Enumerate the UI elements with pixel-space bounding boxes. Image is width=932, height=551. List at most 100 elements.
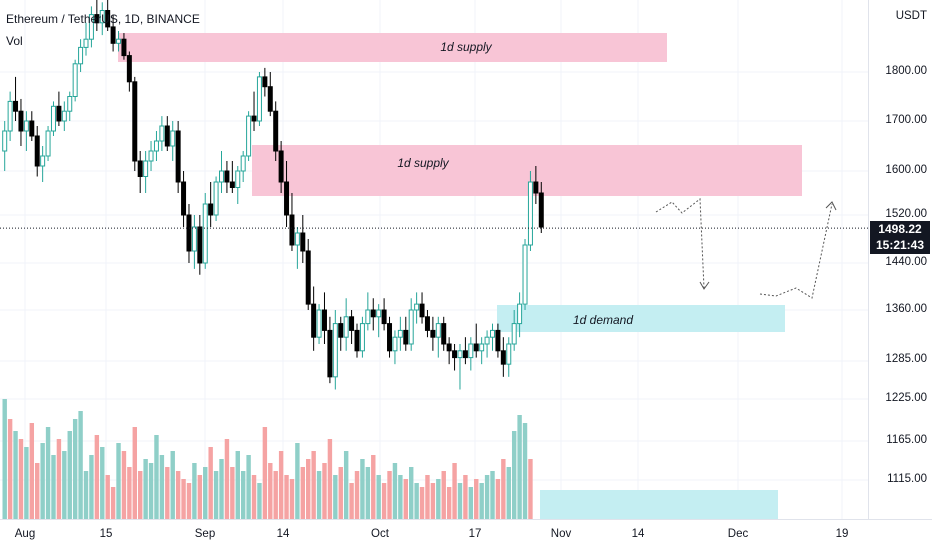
volume-bar	[474, 479, 479, 519]
candle-body	[94, 14, 100, 24]
supply-zone-lower	[252, 145, 802, 196]
volume-bar	[175, 471, 181, 519]
volume-bar	[419, 487, 425, 519]
volume-bar	[354, 471, 360, 519]
volume-bar	[490, 471, 495, 519]
arrow-head-down	[699, 281, 710, 290]
candle-body	[403, 329, 409, 345]
volume-bar	[45, 427, 51, 519]
candle-body	[311, 303, 317, 338]
candle-body	[137, 160, 143, 177]
candle-body	[511, 323, 517, 345]
volume-bar	[511, 431, 517, 519]
candle-countdown: 15:21:43	[870, 237, 930, 254]
candle-body	[359, 323, 365, 352]
volume-bar	[522, 423, 528, 519]
volume-bar	[29, 423, 35, 519]
price-axis[interactable]: USDT 1800.00 1700.00 1600.00 1520.00 144…	[868, 0, 932, 519]
candle-body	[126, 55, 132, 83]
candle-body	[83, 38, 89, 48]
price-chart[interactable]	[0, 0, 868, 519]
candle-body	[213, 181, 219, 216]
candle-body	[246, 115, 252, 157]
time-tick: 19	[835, 528, 849, 540]
price-tick: 1285.00	[885, 353, 927, 365]
price-tick: 1800.00	[885, 65, 927, 77]
volume-bar	[51, 455, 56, 519]
price-tick: 1520.00	[885, 208, 927, 220]
candle-body	[116, 38, 122, 44]
candle-body	[224, 170, 230, 183]
volume-bar	[343, 451, 349, 519]
demand-zone-label: 1d demand	[572, 313, 634, 327]
volume-bar	[110, 487, 116, 519]
candle-body	[527, 181, 533, 246]
candle-body	[370, 309, 376, 318]
candle-body	[175, 130, 181, 183]
volume-bar	[262, 427, 268, 519]
candle-body	[500, 350, 506, 365]
candle-body	[240, 155, 246, 172]
volume-bar	[273, 471, 278, 519]
volume-bar	[436, 479, 441, 519]
volume-bar	[381, 483, 387, 519]
candle-body	[273, 110, 279, 152]
candle-body	[159, 125, 165, 142]
volume-bar	[148, 463, 154, 519]
candle-body	[56, 105, 62, 122]
time-tick: 14	[276, 528, 290, 540]
volume-bar	[425, 475, 430, 519]
volume-bar	[506, 467, 511, 519]
candle-body	[327, 329, 333, 378]
volume-bar	[322, 463, 327, 519]
volume-bar	[484, 475, 490, 519]
symbol-title[interactable]: Ethereum / TetherUS, 1D, BINANCE	[6, 12, 200, 26]
candle-body	[289, 214, 295, 246]
volume-bar	[306, 459, 311, 519]
volume-bar	[89, 455, 94, 519]
supply-zone-label-upper: 1d supply	[440, 40, 492, 54]
candle-body	[219, 170, 224, 183]
candle-body	[338, 323, 344, 338]
candle-body	[300, 232, 306, 252]
candle-body	[419, 303, 425, 318]
projection-path-up	[759, 203, 833, 299]
volume-bar	[446, 487, 452, 519]
volume-indicator-label[interactable]: Vol	[6, 34, 23, 48]
time-tick: Dec	[727, 528, 749, 540]
price-tick: 1600.00	[885, 164, 927, 176]
volume-bar	[257, 483, 262, 519]
volume-bar	[138, 471, 143, 519]
volume-bar	[246, 455, 251, 519]
candle-body	[376, 309, 382, 318]
volume-bar	[72, 419, 78, 519]
candle-body	[110, 26, 116, 44]
time-axis[interactable]: Aug 15 Sep 14 Oct 17 Nov 14 Dec 19	[0, 519, 932, 551]
volume-bar	[517, 415, 522, 519]
candle-body	[452, 350, 458, 359]
candle-body	[262, 76, 268, 88]
candle-body	[72, 63, 78, 97]
volume-bar	[170, 451, 175, 519]
volume-bar	[121, 451, 127, 519]
volume-bar	[349, 483, 354, 519]
volume-bar	[268, 463, 273, 519]
time-tick: Sep	[194, 528, 216, 540]
chart-area[interactable]: Ethereum / TetherUS, 1D, BINANCE Vol 1d …	[0, 0, 868, 519]
candle-body	[88, 14, 94, 40]
candle-body	[495, 329, 501, 352]
volume-bar	[18, 439, 24, 519]
candle-body	[34, 135, 40, 167]
candle-body	[164, 125, 170, 147]
supply-zone-upper	[118, 33, 667, 62]
candle-body	[105, 10, 111, 28]
candle-body	[321, 309, 327, 331]
candle-body	[332, 323, 338, 378]
volume-bar	[463, 475, 468, 519]
candle-body	[99, 10, 105, 24]
volume-bar	[300, 467, 306, 519]
volume-bar	[208, 447, 213, 519]
candle-body	[267, 86, 273, 112]
volume-bar	[409, 467, 414, 519]
volume-bar	[387, 471, 392, 519]
